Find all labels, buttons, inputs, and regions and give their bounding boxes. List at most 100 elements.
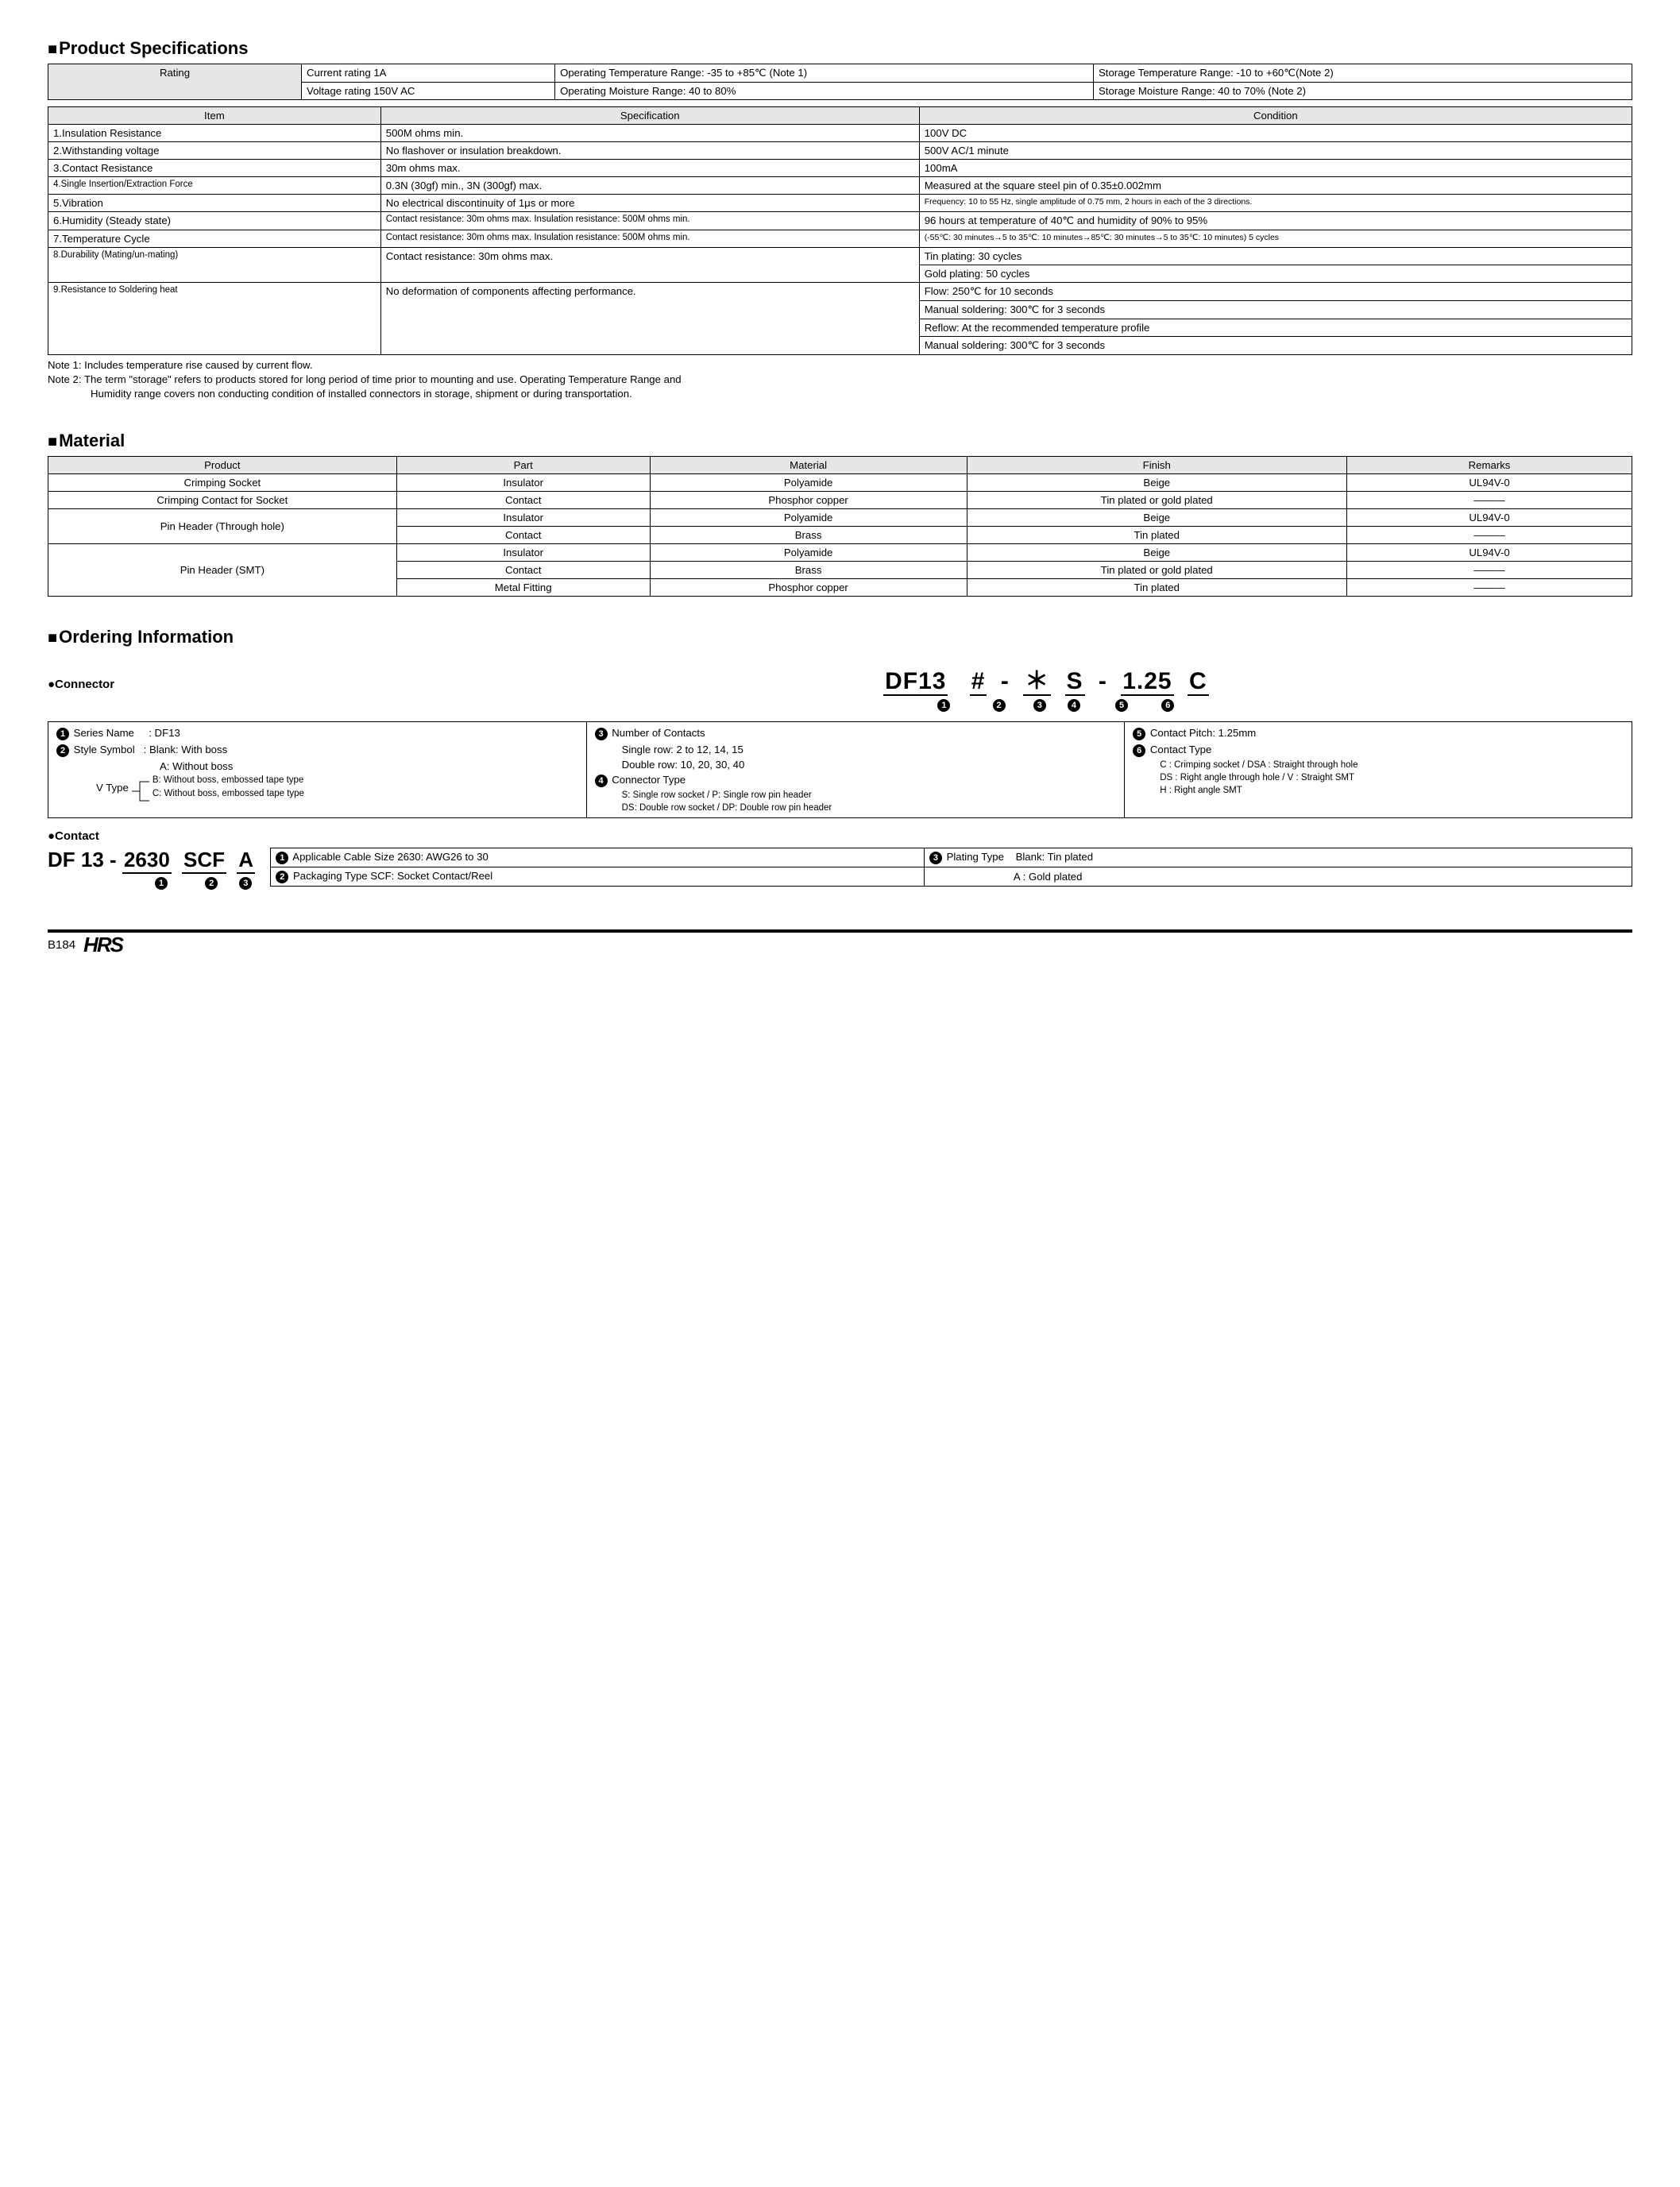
circled-num-icon: 6 [1133, 744, 1145, 757]
mat-remarks-cell: ——— [1347, 579, 1632, 597]
circled-num-icon: 3 [1033, 699, 1046, 712]
rating-label-cell: Rating [48, 64, 302, 100]
rating-op-temp: Operating Temperature Range: -35 to +85℃… [555, 64, 1094, 83]
spec-notes: Note 1: Includes temperature rise caused… [48, 358, 1632, 400]
connector-type-b: DS: Double row socket / DP: Double row p… [595, 802, 1117, 814]
mat-remarks-cell: UL94V-0 [1347, 544, 1632, 562]
mat-finish-cell: Tin plated [967, 527, 1347, 544]
contact-ordering-row: DF 13 - 2630 SCF A 1 2 3 1 Applicable Ca… [48, 848, 1632, 890]
code-seg-3: ＊ [1023, 668, 1051, 696]
mat-th-finish: Finish [967, 457, 1347, 474]
mat-th-remarks: Remarks [1347, 457, 1632, 474]
mat-finish-cell: Tin plated or gold plated [967, 492, 1347, 509]
spec-spec-cell: Contact resistance: 30m ohms max. Insula… [380, 212, 919, 230]
style-b: B: Without boss, embossed tape type [153, 774, 304, 787]
spec-item-cell: 3.Contact Resistance [48, 160, 381, 177]
square-bullet-icon: ■ [48, 433, 57, 450]
mat-th-material: Material [650, 457, 967, 474]
spec-cond-cell: Manual soldering: 300℃ for 3 seconds [919, 337, 1632, 355]
mat-part-cell: Contact [396, 562, 650, 579]
spec-item-cell: 4.Single Insertion/Extraction Force [48, 177, 381, 195]
mat-finish-cell: Beige [967, 474, 1347, 492]
spec-item-cell: 8.Durability (Mating/un-mating) [48, 248, 381, 283]
spec-spec-cell: 500M ohms min. [380, 125, 919, 142]
rating-current: Current rating 1A [302, 64, 555, 83]
spec-th-spec: Specification [380, 107, 919, 125]
specs-title-text: Product Specifications [59, 38, 248, 58]
mat-material-cell: Brass [650, 527, 967, 544]
page-footer: B184 HRS [48, 929, 1632, 957]
spec-spec-cell: 0.3N (30gf) min., 3N (300gf) max. [380, 177, 919, 195]
spec-cond-cell: 500V AC/1 minute [919, 142, 1632, 160]
code-dash: - [1092, 668, 1114, 694]
circled-num-icon: 2 [993, 699, 1006, 712]
circled-num-icon: 5 [1133, 728, 1145, 740]
spec-spec-cell: No flashover or insulation breakdown. [380, 142, 919, 160]
packaging-type: Packaging Type SCF: Socket Contact/Reel [293, 870, 492, 882]
connector-subhead: ●Connector [48, 678, 460, 691]
spec-cond-cell: 100mA [919, 160, 1632, 177]
mat-finish-cell: Beige [967, 509, 1347, 527]
mat-th-part: Part [396, 457, 650, 474]
circled-num-icon: 5 [1115, 699, 1128, 712]
circled-num-icon: 3 [595, 728, 608, 740]
circled-num-icon: 1 [276, 852, 288, 864]
rating-store-moist: Storage Moisture Range: 40 to 70% (Note … [1094, 83, 1632, 100]
mat-material-cell: Polyamide [650, 509, 967, 527]
code-seg-5: 1.25 [1121, 668, 1173, 696]
circled-num-icon: 3 [929, 852, 942, 864]
circled-num-icon: 2 [205, 877, 218, 890]
contact-code-prefix: DF 13 [48, 848, 104, 871]
spec-item-cell: 7.Temperature Cycle [48, 230, 381, 248]
contact-code-seg3: A [237, 848, 255, 874]
contact-type-label: Contact Type [1150, 744, 1211, 755]
mat-finish-cell: Beige [967, 544, 1347, 562]
section-title-material: ■Material [48, 431, 1632, 451]
note1: Note 1: Includes temperature rise caused… [48, 358, 1632, 373]
mat-part-cell: Insulator [396, 509, 650, 527]
spec-cond-cell: Measured at the square steel pin of 0.35… [919, 177, 1632, 195]
mat-product-cell: Pin Header (Through hole) [48, 509, 397, 544]
spec-spec-cell: No electrical discontinuity of 1μs or mo… [380, 195, 919, 212]
contact-ordering-code: DF 13 - 2630 SCF A [48, 848, 256, 874]
spec-cond-cell: Flow: 250℃ for 10 seconds [919, 283, 1632, 301]
contact-code-seg2: SCF [182, 848, 226, 874]
circled-num-icon: 2 [276, 871, 288, 883]
page-number: B184 [48, 938, 75, 952]
hrs-logo: HRS [83, 933, 122, 957]
circled-num-icon: 1 [937, 699, 950, 712]
rating-voltage: Voltage rating 150V AC [302, 83, 555, 100]
mat-product-cell: Pin Header (SMT) [48, 544, 397, 597]
ordering-title-text: Ordering Information [59, 627, 234, 647]
circled-num-icon: 4 [1068, 699, 1080, 712]
note2-line2: Humidity range covers non conducting con… [91, 387, 1632, 401]
square-bullet-icon: ■ [48, 629, 57, 647]
mat-remarks-cell: ——— [1347, 527, 1632, 544]
mat-part-cell: Insulator [396, 474, 650, 492]
contact-type-b: DS : Right angle through hole / V : Stra… [1133, 771, 1624, 784]
contact-ordering-nums: 1 2 3 [48, 875, 256, 890]
num-contacts-single: Single row: 2 to 12, 14, 15 [595, 742, 1117, 757]
mat-part-cell: Metal Fitting [396, 579, 650, 597]
mat-remarks-cell: ——— [1347, 562, 1632, 579]
mat-product-cell: Crimping Contact for Socket [48, 492, 397, 509]
square-bullet-icon: ■ [48, 41, 57, 58]
series-name-label: Series Name [74, 727, 134, 739]
spec-cond-cell: Manual soldering: 300℃ for 3 seconds [919, 301, 1632, 319]
spec-th-cond: Condition [919, 107, 1632, 125]
circled-num-icon: 4 [595, 775, 608, 787]
connector-ordering-nums: 1 2 3 4 5 6 [460, 697, 1632, 712]
contact-legend-table: 1 Applicable Cable Size 2630: AWG26 to 3… [270, 848, 1632, 887]
section-title-specs: ■Product Specifications [48, 38, 1632, 59]
mat-part-cell: Insulator [396, 544, 650, 562]
mat-material-cell: Brass [650, 562, 967, 579]
style-a: A: Without boss [56, 759, 578, 774]
contact-type-c: H : Right angle SMT [1133, 784, 1624, 797]
spec-cond-cell: 100V DC [919, 125, 1632, 142]
material-table: Product Part Material Finish Remarks Cri… [48, 456, 1632, 597]
mat-remarks-cell: ——— [1347, 492, 1632, 509]
code-seg-2: # [970, 668, 987, 696]
circled-num-icon: 1 [56, 728, 69, 740]
mat-part-cell: Contact [396, 492, 650, 509]
mat-material-cell: Phosphor copper [650, 492, 967, 509]
